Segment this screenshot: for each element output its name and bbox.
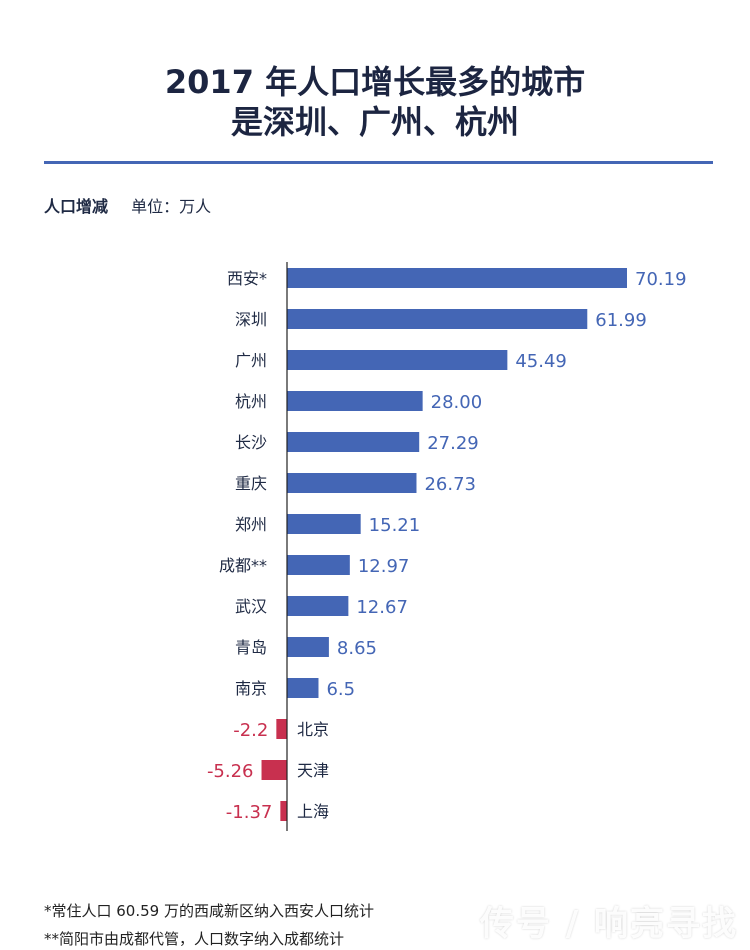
category-label-3: 杭州 [235,392,267,411]
category-label-1: 深圳 [235,310,267,329]
bar-6 [287,514,361,534]
bar-1 [287,309,588,329]
bar-10 [287,678,319,698]
value-label-2: 45.49 [515,351,567,372]
bar-12 [261,760,287,780]
value-label-6: 15.21 [369,515,421,536]
category-label-7: 成都** [219,556,267,575]
bar-9 [287,637,329,657]
watermark: 传号 / 响亮寻找 [479,904,738,944]
bar-4 [287,432,420,452]
category-label-9: 青岛 [235,638,267,657]
category-label-8: 武汉 [235,597,267,616]
chart-title-line2: 是深圳、广州、杭州 [230,103,519,141]
value-label-1: 61.99 [595,310,647,331]
value-label-12: -5.26 [207,761,254,782]
footnote-chengdu: **简阳市由成都代管，人口数字纳入成都统计 [44,930,345,948]
metric-label: 人口增减 [44,197,109,216]
category-label-12: 天津 [297,761,329,780]
unit-label: 单位：万人 [131,197,212,216]
bar-13 [280,801,287,821]
category-label-2: 广州 [235,351,267,370]
category-label-11: 北京 [297,720,329,739]
bar-11 [276,719,287,739]
value-label-0: 70.19 [635,269,687,290]
category-label-5: 重庆 [235,474,267,493]
value-label-3: 28.00 [431,392,483,413]
category-label-0: 西安* [227,269,267,288]
bar-0 [287,268,627,288]
value-label-13: -1.37 [226,802,273,823]
category-label-13: 上海 [297,802,329,821]
bar-5 [287,473,417,493]
value-label-7: 12.97 [358,556,410,577]
footnote-xian: *常住人口 60.59 万的西咸新区纳入西安人口统计 [44,902,374,920]
bar-7 [287,555,350,575]
value-label-9: 8.65 [337,638,377,659]
bar-8 [287,596,349,616]
unit-row: 人口增减 单位：万人 [44,193,211,217]
category-label-6: 郑州 [235,515,267,534]
value-label-10: 6.5 [326,679,355,700]
category-label-4: 长沙 [235,433,267,452]
value-label-5: 26.73 [424,474,476,495]
bar-2 [287,350,508,370]
value-label-4: 27.29 [427,433,479,454]
chart-title-line1: 2017 年人口增长最多的城市 [164,63,586,101]
value-label-8: 12.67 [356,597,408,618]
category-label-10: 南京 [235,679,267,698]
title-divider [44,161,713,164]
value-label-11: -2.2 [233,720,268,741]
bar-3 [287,391,423,411]
